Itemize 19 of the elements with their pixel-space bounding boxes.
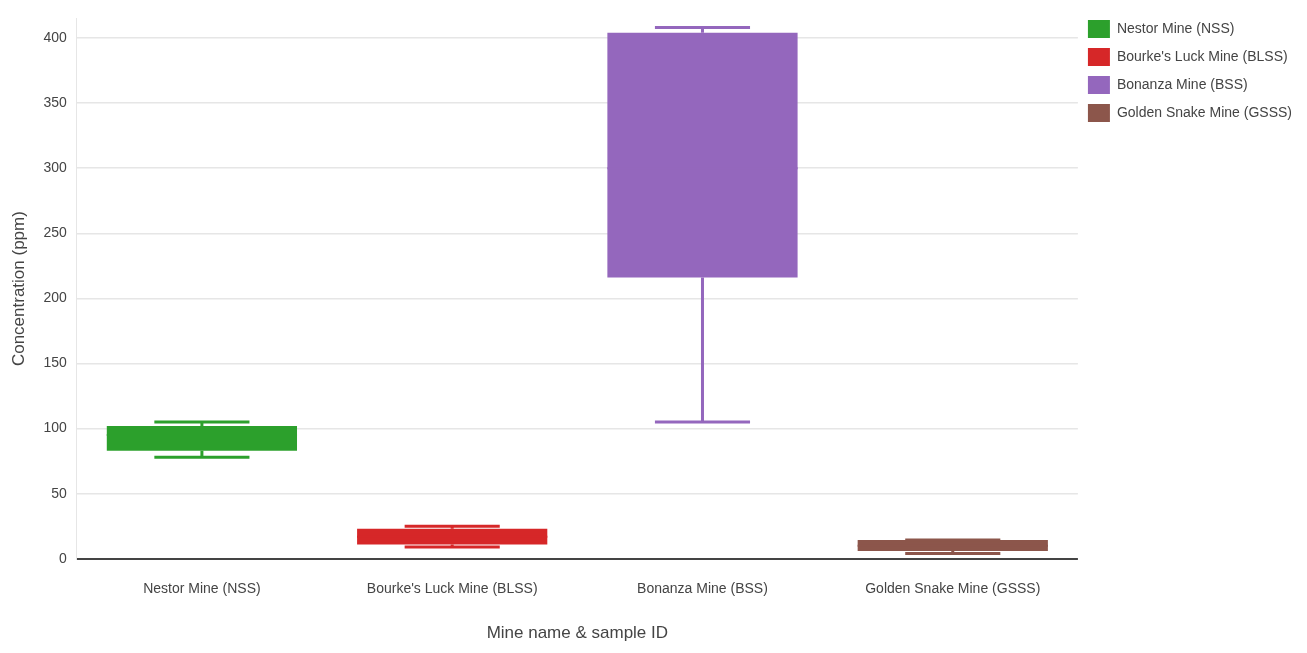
y-tick-label: 100 [43,419,67,436]
y-tick-label: 300 [43,159,67,176]
x-tick-label: Bourke's Luck Mine (BLSS) [366,580,538,597]
x-tick-label: Golden Snake Mine (GSSS) [865,580,1041,597]
y-axis-title: Concentration (ppm) [8,211,28,367]
legend-label: Golden Snake Mine (GSSS) [1116,103,1293,120]
y-tick-label: 250 [43,224,67,241]
y-tick-label: 200 [43,289,67,306]
legend-label: Bourke's Luck Mine (BLSS) [1116,47,1288,64]
y-tick-label: 50 [51,484,67,501]
legend-label: Bonanza Mine (BSS) [1116,75,1248,92]
legend-label: Nestor Mine (NSS) [1116,19,1235,36]
y-tick-label: 400 [43,28,67,45]
y-tick-label: 350 [43,93,67,110]
x-axis-title: Mine name & sample ID [486,623,669,643]
y-tick-label: 150 [43,354,67,371]
x-tick-label: Nestor Mine (NSS) [143,580,261,597]
x-tick-label: Bonanza Mine (BSS) [637,580,768,597]
y-tick-label: 0 [58,549,67,566]
